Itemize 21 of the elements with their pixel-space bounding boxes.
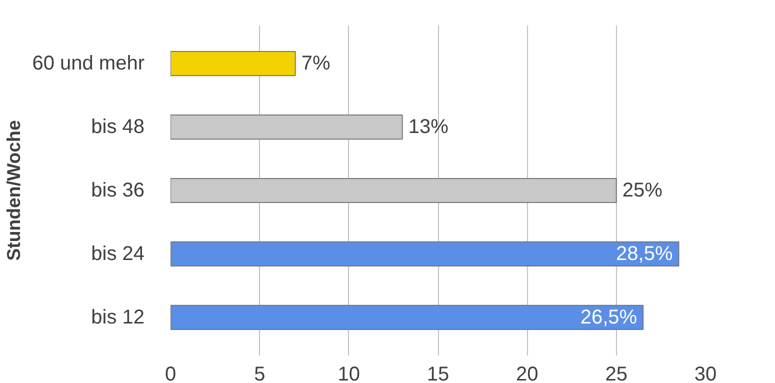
x-tick-label: 10 — [338, 364, 360, 383]
data-label: 26,5% — [580, 306, 638, 328]
bar — [170, 304, 644, 330]
x-tick-label: 15 — [426, 364, 450, 383]
bar — [170, 51, 296, 76]
x-tick-label: 30 — [694, 364, 717, 383]
data-label: 7% — [301, 52, 330, 75]
x-tick-label: 25 — [605, 364, 628, 383]
y-tick-label: bis 12 — [91, 306, 145, 328]
x-tick-label: 5 — [254, 364, 266, 383]
bar — [170, 241, 680, 267]
y-tick-label: bis 24 — [91, 242, 145, 265]
data-label: 13% — [408, 116, 449, 138]
y-tick-label: bis 48 — [91, 116, 145, 138]
data-label: 25% — [622, 180, 663, 202]
x-tick-label: 0 — [164, 364, 176, 383]
data-label: 28,5% — [616, 242, 673, 265]
y-tick-label: 60 und mehr — [32, 52, 145, 75]
y-axis-title: Stunden/Woche — [3, 120, 24, 261]
y-tick-label: bis 36 — [91, 180, 145, 202]
x-tick-label: 20 — [516, 364, 538, 383]
